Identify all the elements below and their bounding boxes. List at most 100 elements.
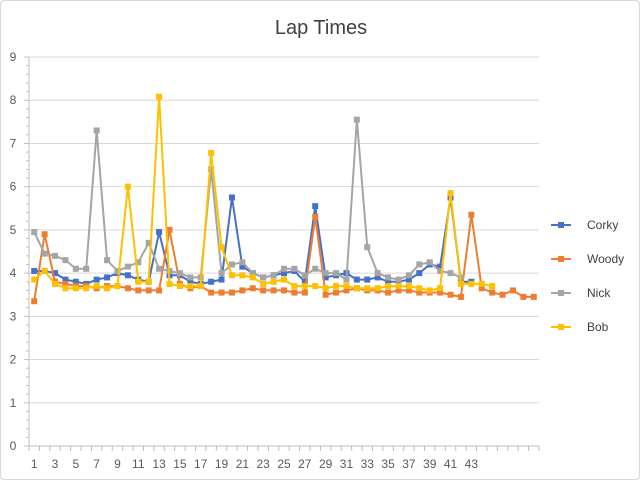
data-point: [176, 283, 183, 290]
data-point: [31, 229, 38, 236]
data-point: [52, 252, 59, 259]
y-tick-label: 0: [10, 439, 17, 453]
data-point: [239, 272, 246, 279]
data-point: [218, 270, 225, 277]
data-point: [31, 298, 38, 305]
data-point: [489, 283, 496, 290]
data-point: [104, 257, 111, 264]
data-point: [343, 287, 350, 294]
data-point: [166, 280, 173, 287]
data-point: [322, 274, 329, 281]
x-tick-label: 33: [361, 457, 375, 471]
data-point: [135, 259, 142, 266]
data-point: [249, 270, 256, 277]
data-point: [364, 244, 371, 251]
y-tick-label: 9: [10, 50, 17, 64]
data-point: [228, 194, 235, 201]
data-point: [187, 274, 194, 281]
data-point: [312, 265, 319, 272]
legend-swatch-marker: [558, 222, 564, 228]
data-point: [187, 278, 194, 285]
data-point: [145, 287, 152, 294]
data-point: [62, 285, 69, 292]
data-point: [249, 285, 256, 292]
x-tick-label: 13: [152, 457, 166, 471]
x-tick-label: 29: [319, 457, 333, 471]
data-point: [385, 278, 392, 285]
data-point: [530, 293, 537, 300]
data-point: [31, 267, 38, 274]
data-point: [208, 278, 215, 285]
data-point: [124, 285, 131, 292]
data-point: [156, 287, 163, 294]
data-point: [301, 272, 308, 279]
x-tick-label: 35: [381, 457, 395, 471]
data-point: [239, 287, 246, 294]
chart-title: Lap Times: [275, 17, 367, 39]
data-point: [145, 278, 152, 285]
legend-label: Corky: [587, 218, 618, 232]
data-point: [333, 283, 340, 290]
x-tick-label: 41: [444, 457, 458, 471]
data-point: [156, 265, 163, 272]
data-point: [322, 291, 329, 298]
data-point: [385, 274, 392, 281]
data-point: [489, 289, 496, 296]
data-point: [385, 283, 392, 290]
data-point: [218, 244, 225, 251]
data-point: [395, 276, 402, 283]
legend-label: Bob: [587, 320, 609, 334]
series-line: [33, 95, 493, 292]
data-point: [135, 278, 142, 285]
y-tick-label: 7: [10, 136, 17, 150]
data-point: [457, 293, 464, 300]
data-point: [135, 287, 142, 294]
data-point: [478, 285, 485, 292]
data-point: [405, 272, 412, 279]
x-tick-label: 17: [194, 457, 208, 471]
y-tick-label: 3: [10, 309, 17, 323]
data-point: [281, 276, 287, 283]
legend-label: Woody: [587, 252, 624, 266]
data-point: [41, 267, 48, 274]
legend-item-bob: Bob: [551, 320, 609, 334]
data-point: [301, 278, 308, 285]
legend-item-corky: Corky: [551, 218, 618, 232]
data-point: [374, 270, 381, 277]
data-point: [353, 276, 360, 283]
data-point: [104, 274, 111, 281]
data-point: [416, 270, 423, 277]
data-point: [52, 270, 59, 277]
data-point: [156, 93, 163, 100]
series-nick: [31, 116, 464, 283]
x-tick-label: 39: [423, 457, 437, 471]
x-tick-label: 37: [402, 457, 416, 471]
data-point: [208, 289, 215, 296]
x-tick-label: 1: [31, 457, 38, 471]
legend-item-woody: Woody: [551, 252, 624, 266]
data-point: [218, 289, 225, 296]
data-point: [437, 263, 444, 270]
x-tick-label: 43: [465, 457, 479, 471]
data-point: [437, 267, 444, 274]
x-tick-label: 5: [72, 457, 79, 471]
legend-item-nick: Nick: [551, 286, 611, 300]
y-tick-label: 5: [10, 223, 17, 237]
data-point: [156, 229, 163, 236]
data-point: [72, 265, 79, 272]
data-point: [31, 276, 38, 283]
data-point: [374, 274, 381, 281]
legend-label: Nick: [587, 286, 611, 300]
data-point: [124, 272, 131, 279]
data-point: [270, 278, 277, 285]
data-point: [353, 116, 360, 123]
data-point: [93, 127, 100, 134]
data-point: [343, 276, 350, 283]
y-tick-label: 8: [10, 93, 17, 107]
data-point: [208, 166, 215, 173]
data-point: [228, 272, 235, 279]
data-point: [312, 283, 319, 290]
